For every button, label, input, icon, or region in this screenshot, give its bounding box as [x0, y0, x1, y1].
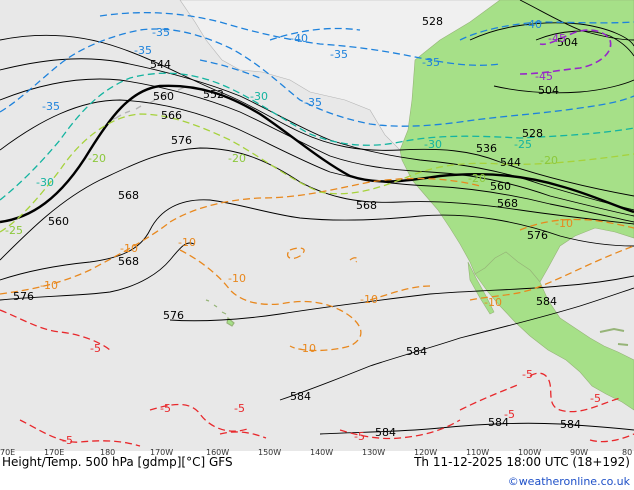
temp-m10-contours [0, 177, 634, 352]
temp-label: -35 [304, 96, 322, 109]
temp-m5-contours [0, 309, 634, 447]
temp-labels: -10 -10 -10 -10 -10 -10 -10 -10 -5 -5 -5… [5, 18, 601, 447]
lon-tick: 90W [570, 448, 588, 457]
temp-label: -10 [228, 272, 246, 285]
lon-tick: 170E [44, 448, 64, 457]
temp-label: -5 [522, 368, 533, 381]
height-label: 584 [536, 295, 557, 308]
height-label: 552 [203, 88, 224, 101]
longitude-ticks: 70E 170E 180 170W 160W 150W 140W 130W 12… [0, 448, 632, 457]
height-label: 584 [406, 345, 427, 358]
height-label: 576 [13, 290, 34, 303]
lon-tick: 70E [0, 448, 15, 457]
lon-tick: 100W [518, 448, 541, 457]
temp-label: -30 [424, 138, 442, 151]
lon-tick: 180 [100, 448, 115, 457]
temp-label: -10 [40, 279, 58, 292]
temp-m35-contours [0, 12, 634, 127]
lon-tick: 140W [310, 448, 333, 457]
temp-label: -10 [298, 342, 316, 355]
temp-label: -45 [548, 32, 566, 45]
temp-label: -5 [62, 434, 73, 447]
forecast-time: Th 11-12-2025 18:00 UTC (18+192) [413, 455, 630, 469]
height-label: 568 [118, 189, 139, 202]
temp-label: -35 [42, 100, 60, 113]
temp-label: -10 [555, 217, 573, 230]
temp-label: -5 [234, 402, 245, 415]
lon-tick: 150W [258, 448, 281, 457]
credit-link[interactable]: ©weatheronline.co.uk [508, 475, 631, 488]
height-label: 568 [497, 197, 518, 210]
temp-m20-contours [0, 113, 634, 233]
temp-label: -40 [524, 18, 542, 31]
land-hawaii [205, 299, 235, 327]
temp-label: -10 [120, 242, 138, 255]
height-label: 536 [476, 142, 497, 155]
lon-tick: 170W [150, 448, 173, 457]
lon-tick: 120W [414, 448, 437, 457]
temp-label: -20 [540, 154, 558, 167]
temp-label: -20 [88, 152, 106, 165]
lon-tick: 110W [466, 448, 489, 457]
height-label: 528 [522, 127, 543, 140]
height-label: 584 [488, 416, 509, 429]
temp-label: -20 [468, 172, 486, 185]
height-label: 576 [527, 229, 548, 242]
temp-label: -5 [354, 430, 365, 443]
temp-label: -25 [5, 224, 23, 237]
height-label: 584 [560, 418, 581, 431]
temp-label: -35 [330, 48, 348, 61]
height-label: 560 [48, 215, 69, 228]
height-label: 504 [557, 36, 578, 49]
temp-m30-contours [0, 72, 634, 201]
height-label: 560 [490, 180, 511, 193]
temp-m45-contour [519, 29, 612, 75]
temp-label: -20 [228, 152, 246, 165]
height-label: 568 [118, 255, 139, 268]
height-label: 584 [290, 390, 311, 403]
height-label: 568 [356, 199, 377, 212]
temp-label: -45 [535, 70, 553, 83]
temp-label: -5 [504, 408, 515, 421]
height-labels: 528 504 504 544 552 560 566 576 568 560 … [13, 15, 581, 439]
temp-label: -25 [514, 138, 532, 151]
temp-label: -5 [590, 392, 601, 405]
temp-label: -30 [250, 90, 268, 103]
temp-label: -35 [134, 44, 152, 57]
height-label: 528 [422, 15, 443, 28]
temp-label: -5 [160, 402, 171, 415]
height-label: 544 [150, 58, 171, 71]
lon-tick: 160W [206, 448, 229, 457]
temp-label: -30 [36, 176, 54, 189]
footer-strip [0, 451, 634, 490]
height-label: 504 [538, 84, 559, 97]
contour-552 [0, 84, 634, 224]
lon-tick: 80 [622, 448, 632, 457]
map-title: Height/Temp. 500 hPa [gdmp][°C] GFS [2, 455, 233, 469]
land-baja [467, 261, 495, 315]
temp-label: -10 [360, 293, 378, 306]
height-label: 544 [500, 156, 521, 169]
land-caribbean [599, 327, 629, 346]
land-mexico [474, 251, 634, 411]
aleutian-islands [109, 86, 186, 121]
temp-label: -35 [422, 56, 440, 69]
height-label: 584 [375, 426, 396, 439]
height-label: 566 [161, 109, 182, 122]
height-label: 576 [163, 309, 184, 322]
temp-label: -40 [290, 32, 308, 45]
lon-tick: 130W [362, 448, 385, 457]
temp-label: -5 [90, 342, 101, 355]
height-label: 560 [153, 90, 174, 103]
temp-label: -10 [178, 236, 196, 249]
temp-label: -35 [152, 26, 170, 39]
height-label: 576 [171, 134, 192, 147]
temp-label: -10 [484, 296, 502, 309]
